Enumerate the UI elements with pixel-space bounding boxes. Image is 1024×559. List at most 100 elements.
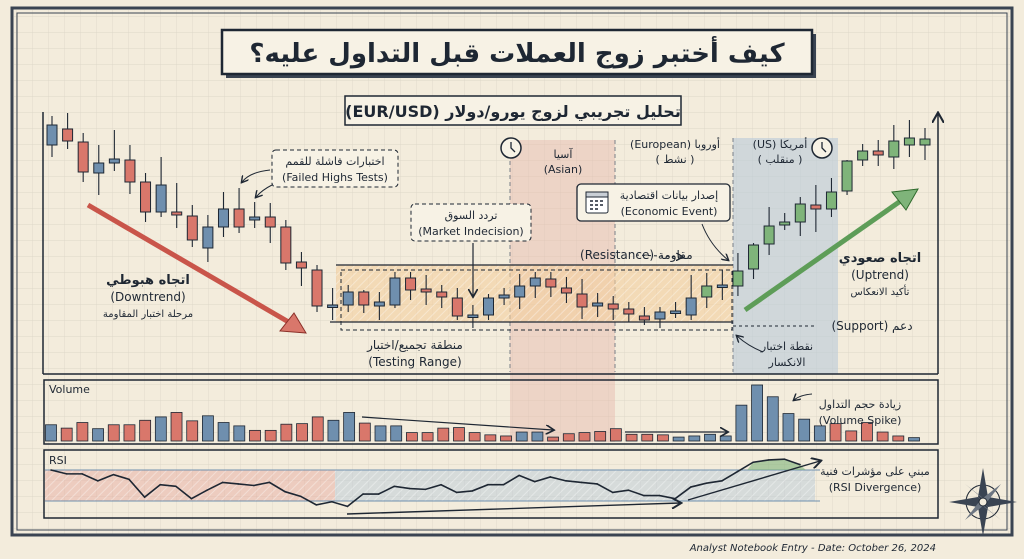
candle: [576, 279, 588, 319]
subtitle: تحليل تجريبي لزوج يورو/دولار (EUR/USD): [345, 102, 681, 122]
candle-body: [857, 150, 869, 161]
candle-body: [93, 162, 105, 174]
candle-body: [389, 277, 401, 306]
rsi-point: [518, 474, 520, 477]
candle-body: [701, 285, 713, 298]
svg-text:تردد السوق: تردد السوق: [445, 209, 498, 222]
candle-body: [280, 226, 292, 264]
volume-bar: [437, 427, 450, 442]
volume-bar: [468, 432, 481, 442]
candle: [857, 144, 869, 166]
asian-session-label-en: (Asian): [544, 163, 583, 176]
candle: [607, 296, 619, 320]
volume-spike-label: زيادة حجم التداول: [819, 398, 901, 411]
candle-body: [654, 311, 666, 320]
volume-bar: [264, 429, 277, 442]
volume-bar: [609, 428, 622, 442]
rsi-point: [284, 490, 286, 493]
rsi-panel: RSI مبني على مؤشرات فنية (RSI Divergence…: [43, 449, 939, 519]
candle-body: [217, 208, 229, 228]
candle: [436, 285, 448, 308]
candle: [264, 203, 276, 243]
candle-body: [545, 278, 557, 288]
candle: [233, 188, 245, 233]
volume-bar: [688, 435, 701, 442]
volume-bar: [107, 424, 120, 442]
rsi-point: [658, 494, 661, 497]
candle-body: [249, 216, 261, 221]
testing-range-zone: [330, 264, 733, 331]
candle: [670, 302, 682, 318]
us-session-label: أمريكا (US): [753, 137, 808, 151]
candle: [794, 197, 806, 236]
volume-bar: [327, 419, 340, 442]
volume-bar: [547, 436, 560, 442]
volume-bar: [453, 427, 465, 442]
candle: [451, 288, 463, 320]
volume-panel: Volume زيادة حجم التداول (Volume Spike): [43, 379, 939, 445]
candle: [186, 205, 198, 247]
economic-event-callout: إصدار بيانات اقتصادية (Economic Event): [576, 183, 731, 260]
rsi-divergence-label: مبني على مؤشرات فنية: [820, 465, 930, 478]
candle: [124, 145, 136, 194]
candle-body: [140, 181, 152, 213]
candle: [373, 292, 385, 320]
volume-bar: [766, 396, 779, 442]
candle-body: [514, 285, 526, 298]
candle-body: [638, 315, 650, 321]
volume-bar: [45, 424, 57, 442]
volume-bar: [217, 422, 230, 442]
candle: [825, 178, 837, 217]
candle: [888, 125, 900, 169]
candle-body: [358, 291, 370, 306]
candle: [919, 128, 931, 160]
candle: [732, 253, 744, 296]
candle: [529, 272, 541, 298]
compass-rose-icon: [949, 468, 1017, 536]
candle-body: [919, 138, 931, 146]
candle: [638, 307, 650, 325]
volume-bar: [751, 384, 763, 442]
clock-icon: [500, 137, 522, 159]
candle: [592, 293, 604, 317]
candle-body: [327, 304, 339, 308]
downtrend-label: اتجاه هبوطي: [106, 273, 190, 288]
volume-bar: [249, 429, 261, 442]
candle-body: [124, 159, 136, 183]
rsi-point: [50, 469, 52, 471]
candle: [280, 220, 292, 270]
volume-bar: [735, 404, 748, 442]
volume-spike-label-en: (Volume Spike): [819, 414, 902, 427]
candle-body: [62, 128, 74, 142]
candle-body: [748, 244, 760, 270]
candle-body: [670, 310, 682, 314]
candle: [93, 145, 105, 195]
rsi-point: [471, 490, 474, 492]
volume-bar: [908, 437, 920, 442]
candle: [514, 274, 526, 309]
rsi-point: [393, 485, 396, 488]
volume-bar: [311, 416, 324, 442]
candle: [716, 270, 728, 300]
us-session-status: ( منقلب ): [758, 153, 803, 166]
range-label: منطقة تجميع/اختبار: [366, 338, 463, 353]
uptrend-arrow: [743, 188, 919, 313]
rsi-point: [112, 473, 115, 476]
rsi-point: [752, 461, 754, 464]
candle-body: [264, 216, 276, 228]
uptrend-label-en: (Uptrend): [851, 268, 909, 282]
candle-body: [498, 294, 510, 299]
volume-bar: [358, 422, 371, 442]
volume-bar: [374, 425, 387, 442]
candle-body: [202, 226, 214, 249]
candle: [389, 272, 401, 308]
volume-bar: [531, 431, 544, 442]
candle: [467, 305, 479, 328]
candle-body: [155, 184, 167, 213]
svg-text:(Failed Highs Tests): (Failed Highs Tests): [282, 171, 388, 184]
candle-body: [46, 124, 58, 146]
candle-body: [623, 308, 635, 315]
candle: [155, 157, 167, 217]
rsi-point: [643, 494, 645, 497]
